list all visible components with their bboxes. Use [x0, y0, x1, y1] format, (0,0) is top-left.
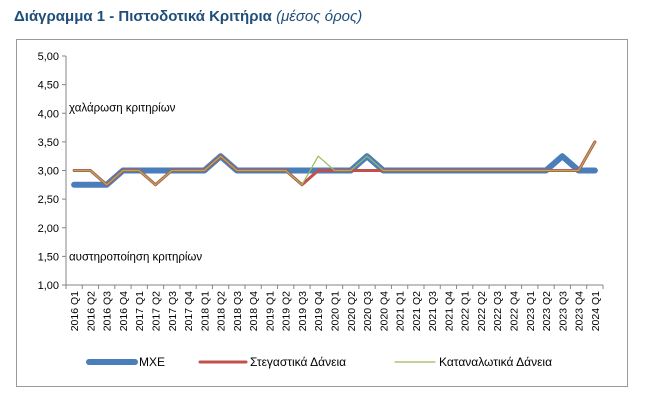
x-tick-label: 2016 Q1	[69, 291, 81, 331]
x-tick-label: 2019 Q4	[313, 291, 325, 331]
x-tick-label: 2016 Q4	[118, 291, 130, 331]
x-tick-label: 2017 Q3	[167, 291, 179, 331]
x-tick-label: 2020 Q1	[330, 291, 342, 331]
legend-label-1: ΜΧΕ	[139, 355, 165, 369]
x-tick-label: 2020 Q2	[346, 291, 358, 331]
x-tick-label: 2018 Q4	[248, 291, 260, 331]
legend-label-2: Στεγαστικά Δάνεια	[250, 355, 346, 369]
x-tick-label: 2022 Q4	[509, 291, 521, 331]
x-tick-label: 2023 Q1	[525, 291, 537, 331]
y-tick-label: 4,00	[38, 108, 59, 120]
x-tick-label: 2024 Q1	[590, 291, 602, 331]
x-tick-label: 2021 Q4	[443, 291, 455, 331]
x-tick-label: 2021 Q2	[411, 291, 423, 331]
y-tick-label: 2,50	[38, 194, 59, 206]
series-line-2	[72, 140, 597, 187]
x-tick-label: 2023 Q3	[557, 291, 569, 331]
chart-title-main: Διάγραμμα 1 - Πιστοδοτικά Κριτήρια	[14, 8, 272, 25]
annotation-2: αυστηροποίηση κριτηρίων	[69, 251, 202, 263]
x-tick-label: 2016 Q3	[102, 291, 114, 331]
chart-frame: 1,00 1,50 2,00 2,50 3,00 3,50 4,00 4,50 5,00 2016…	[16, 39, 628, 387]
y-tick-label: 5,00	[38, 51, 59, 63]
line-chart: 1,00 1,50 2,00 2,50 3,00 3,50 4,00 4,50 5,00 2016…	[38, 51, 604, 369]
x-tick-label: 2021 Q1	[395, 291, 407, 331]
x-tick-label: 2021 Q3	[427, 291, 439, 331]
x-tick-label: 2023 Q4	[574, 291, 586, 331]
chart-title: Διάγραμμα 1 - Πιστοδοτικά Κριτήρια (μέσο…	[14, 8, 362, 25]
x-tick-label: 2018 Q2	[216, 291, 228, 331]
x-tick-label: 2022 Q1	[460, 291, 472, 331]
y-tick-label: 2,00	[38, 223, 59, 235]
x-tick-label: 2018 Q1	[199, 291, 211, 331]
x-tick-label: 2017 Q4	[183, 291, 195, 331]
y-tick-label: 3,50	[38, 137, 59, 149]
x-tick-label: 2022 Q3	[492, 291, 504, 331]
x-tick-label: 2018 Q3	[232, 291, 244, 331]
x-tick-label: 2017 Q1	[134, 291, 146, 331]
y-tick-label: 1,50	[38, 251, 59, 263]
y-tick-label: 3,00	[38, 166, 59, 178]
x-tick-label: 2022 Q2	[476, 291, 488, 331]
x-tick-label: 2016 Q2	[85, 291, 97, 331]
x-tick-label: 2017 Q2	[151, 291, 163, 331]
x-tick-label: 2019 Q3	[297, 291, 309, 331]
legend-label-3: Καταναλωτικά Δάνεια	[439, 355, 552, 369]
annotation-1: χαλάρωση κριτηρίων	[69, 103, 176, 115]
x-tick-label: 2020 Q4	[378, 291, 390, 331]
x-tick-label: 2023 Q2	[541, 291, 553, 331]
y-tick-label: 4,50	[38, 80, 59, 92]
x-tick-label: 2019 Q1	[264, 291, 276, 331]
x-tick-label: 2019 Q2	[281, 291, 293, 331]
y-tick-label: 1,00	[38, 280, 59, 292]
chart-title-sub: (μέσος όρος)	[276, 8, 363, 25]
x-tick-label: 2020 Q3	[362, 291, 374, 331]
series-line-3	[73, 141, 596, 186]
